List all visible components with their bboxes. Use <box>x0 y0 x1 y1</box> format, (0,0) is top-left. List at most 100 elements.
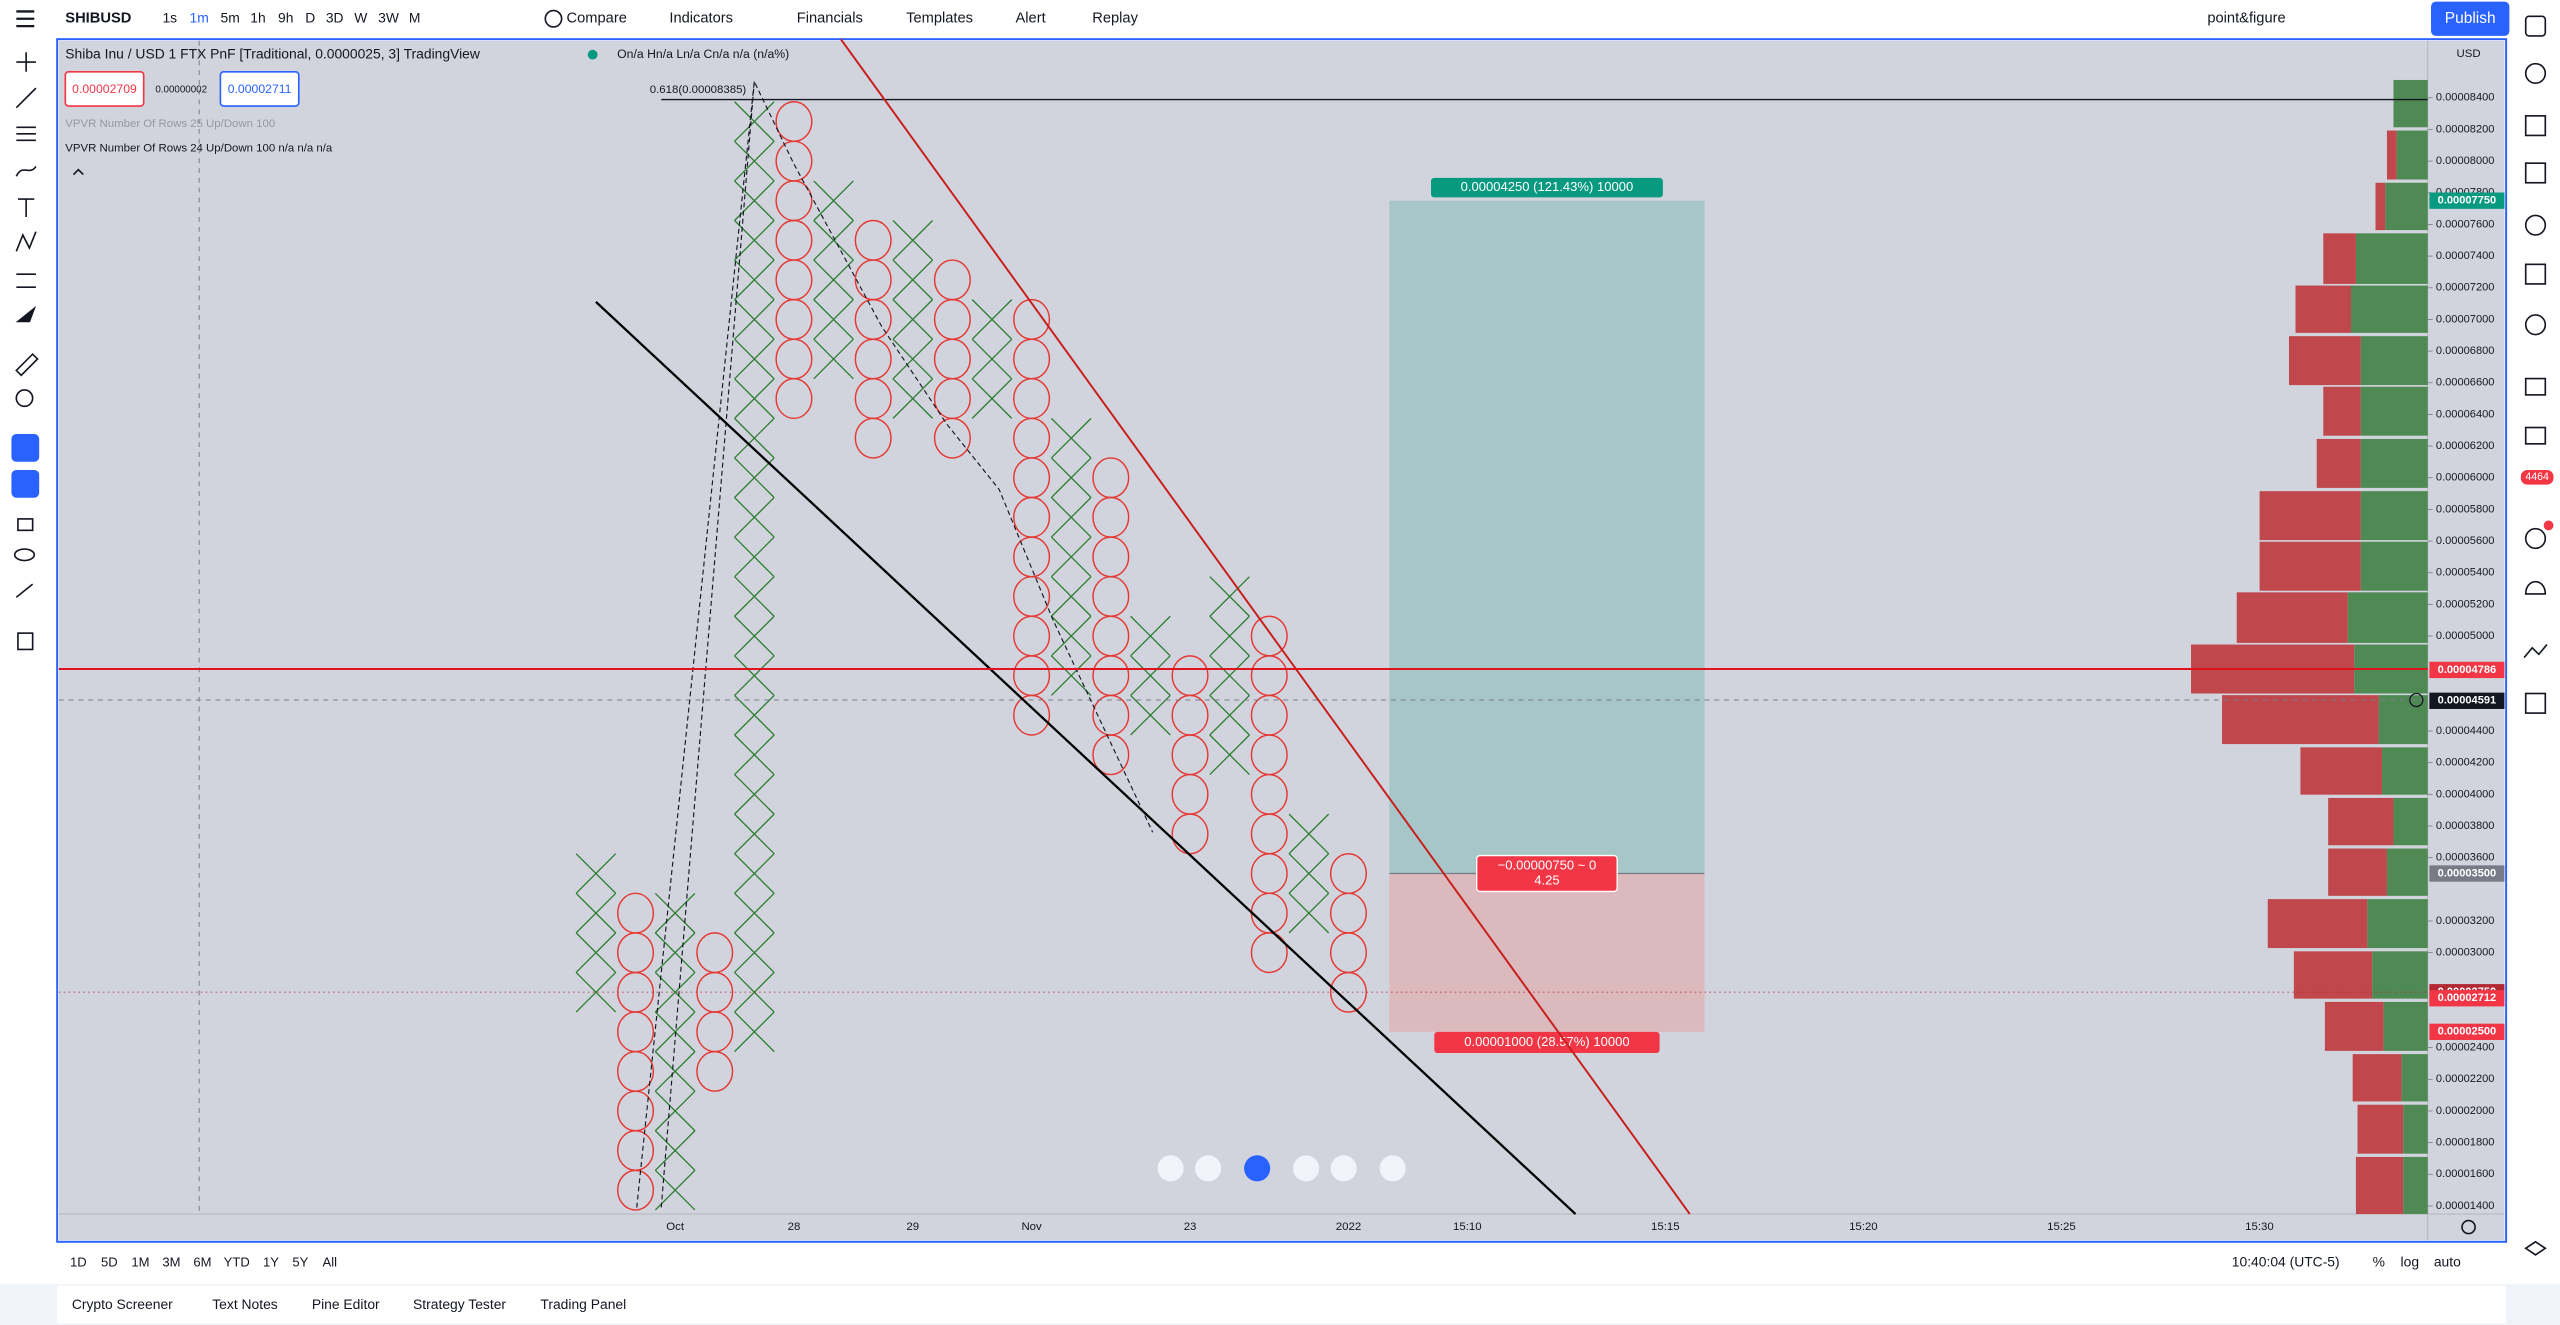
bottom-tab[interactable]: Pine Editor <box>312 1296 380 1312</box>
watchlist-icon[interactable] <box>2524 15 2547 37</box>
scale-option[interactable]: log <box>2401 1254 2420 1270</box>
sell-price[interactable]: 0.00002709 <box>72 82 137 96</box>
messages-icon[interactable] <box>2524 426 2547 445</box>
publish-label[interactable]: Publish <box>2445 10 2496 27</box>
zoom-out[interactable] <box>1157 1155 1184 1182</box>
x-box <box>734 1011 775 1053</box>
time-range[interactable]: 1D <box>70 1254 87 1269</box>
ideas-icon[interactable] <box>2524 314 2547 336</box>
scroll-right[interactable] <box>1330 1155 1357 1182</box>
o-box <box>1329 971 1368 1013</box>
indicators[interactable]: Indicators <box>669 11 733 27</box>
pattern-tool[interactable] <box>15 231 37 252</box>
publish-button[interactable] <box>2431 1 2510 36</box>
scale-option[interactable]: auto <box>2434 1254 2461 1270</box>
chart-type[interactable]: point&figure <box>2207 11 2285 27</box>
financials[interactable]: Financials <box>797 11 863 27</box>
compare[interactable]: Compare <box>567 11 627 27</box>
currency[interactable]: USD <box>2457 48 2481 60</box>
x-box <box>654 892 696 934</box>
ruler-tool[interactable] <box>15 352 39 377</box>
layers-icon[interactable] <box>2524 1240 2547 1256</box>
x-box <box>813 338 854 380</box>
interval[interactable]: W <box>354 9 368 25</box>
time-range[interactable]: YTD <box>224 1254 250 1269</box>
alert[interactable]: Alert <box>1016 11 1046 27</box>
zoom-tool[interactable] <box>15 389 34 408</box>
sell-button[interactable] <box>64 70 145 107</box>
time-range[interactable]: 3M <box>162 1254 180 1269</box>
time-range[interactable]: 5Y <box>292 1254 308 1269</box>
y-tick-label: 0.00004200 <box>2436 757 2495 769</box>
x-box <box>734 932 775 973</box>
news-icon[interactable] <box>2524 162 2547 184</box>
interval[interactable]: 9h <box>278 9 293 25</box>
time-range[interactable]: All <box>323 1254 338 1269</box>
delete-tool[interactable] <box>17 632 34 651</box>
interval[interactable]: 3W <box>378 9 400 25</box>
time-range[interactable]: 1M <box>131 1254 149 1269</box>
scroll-left[interactable] <box>1293 1155 1320 1182</box>
reset-chart[interactable] <box>1379 1155 1406 1182</box>
fib-tool[interactable] <box>16 126 36 142</box>
streams-icon[interactable] <box>2524 527 2547 550</box>
bottom-tab[interactable]: Strategy Tester <box>413 1296 506 1312</box>
scale-option[interactable]: % <box>2373 1254 2385 1270</box>
bottom-tab[interactable]: Trading Panel <box>540 1296 626 1312</box>
interval[interactable]: 5m <box>221 9 240 25</box>
collapse-legend[interactable] <box>72 168 84 176</box>
buy-price[interactable]: 0.00002711 <box>228 82 292 96</box>
zoom-in[interactable] <box>1195 1155 1222 1182</box>
buy-button[interactable] <box>219 70 300 107</box>
menu-icon[interactable] <box>16 10 35 28</box>
reset-scale[interactable] <box>1244 1155 1271 1182</box>
calendar-icon[interactable] <box>2524 214 2547 236</box>
price-tag <box>2429 1023 2505 1040</box>
y-tick-label: 0.00005600 <box>2436 535 2495 547</box>
trendline-tool[interactable] <box>15 87 37 109</box>
bottom-tab[interactable]: Text Notes <box>212 1296 278 1312</box>
time-range[interactable]: 5D <box>101 1254 118 1269</box>
symbol[interactable]: SHIBUSD <box>65 11 131 27</box>
hide-tool[interactable] <box>13 548 36 562</box>
x-box <box>734 536 775 578</box>
settings[interactable] <box>2461 1219 2476 1235</box>
y-tick-label: 0.00003600 <box>2436 852 2495 864</box>
x-tick-label: 15:20 <box>1849 1221 1878 1233</box>
link-tool[interactable] <box>15 583 34 598</box>
interval[interactable]: D <box>305 9 315 25</box>
bottom-tab[interactable]: Crypto Screener <box>72 1296 173 1312</box>
interval[interactable]: 3D <box>326 9 344 25</box>
favorites-tool[interactable] <box>15 305 37 323</box>
alerts-icon[interactable] <box>2524 62 2547 85</box>
time-range[interactable]: 6M <box>193 1254 211 1269</box>
clock[interactable]: 10:40:04 (UTC-5) <box>2232 1254 2340 1270</box>
hotlist-icon[interactable] <box>2524 263 2547 285</box>
stay-drawing-tool[interactable] <box>11 469 40 498</box>
templates[interactable]: Templates <box>906 11 973 27</box>
add-alert-button[interactable] <box>2409 692 2424 708</box>
trading-icon[interactable] <box>2523 644 2548 659</box>
magnet-tool[interactable] <box>11 434 40 462</box>
interval[interactable]: 1h <box>250 9 265 25</box>
chat-icon[interactable] <box>2524 377 2547 396</box>
prediction-tool[interactable] <box>16 273 36 289</box>
x-column <box>971 299 1013 419</box>
interval[interactable]: 1s <box>162 9 177 25</box>
brush-tool[interactable] <box>15 165 37 177</box>
replay[interactable]: Replay <box>1092 11 1138 27</box>
interval[interactable]: M <box>409 9 421 25</box>
interval[interactable]: 1m <box>190 9 209 25</box>
time-range[interactable]: 1Y <box>263 1254 279 1269</box>
x-box <box>1288 892 1330 934</box>
text-tool[interactable] <box>17 198 35 218</box>
object-tree-icon[interactable] <box>2524 692 2547 714</box>
x-box <box>813 259 854 301</box>
x-box <box>971 378 1013 419</box>
data-window-icon[interactable] <box>2524 115 2547 137</box>
y-tick-label: 0.00006200 <box>2436 440 2495 452</box>
crosshair-tool[interactable] <box>16 52 36 72</box>
notifications-icon[interactable] <box>2524 580 2547 595</box>
time-axis <box>58 1214 2428 1241</box>
lock-tool[interactable] <box>17 518 34 532</box>
